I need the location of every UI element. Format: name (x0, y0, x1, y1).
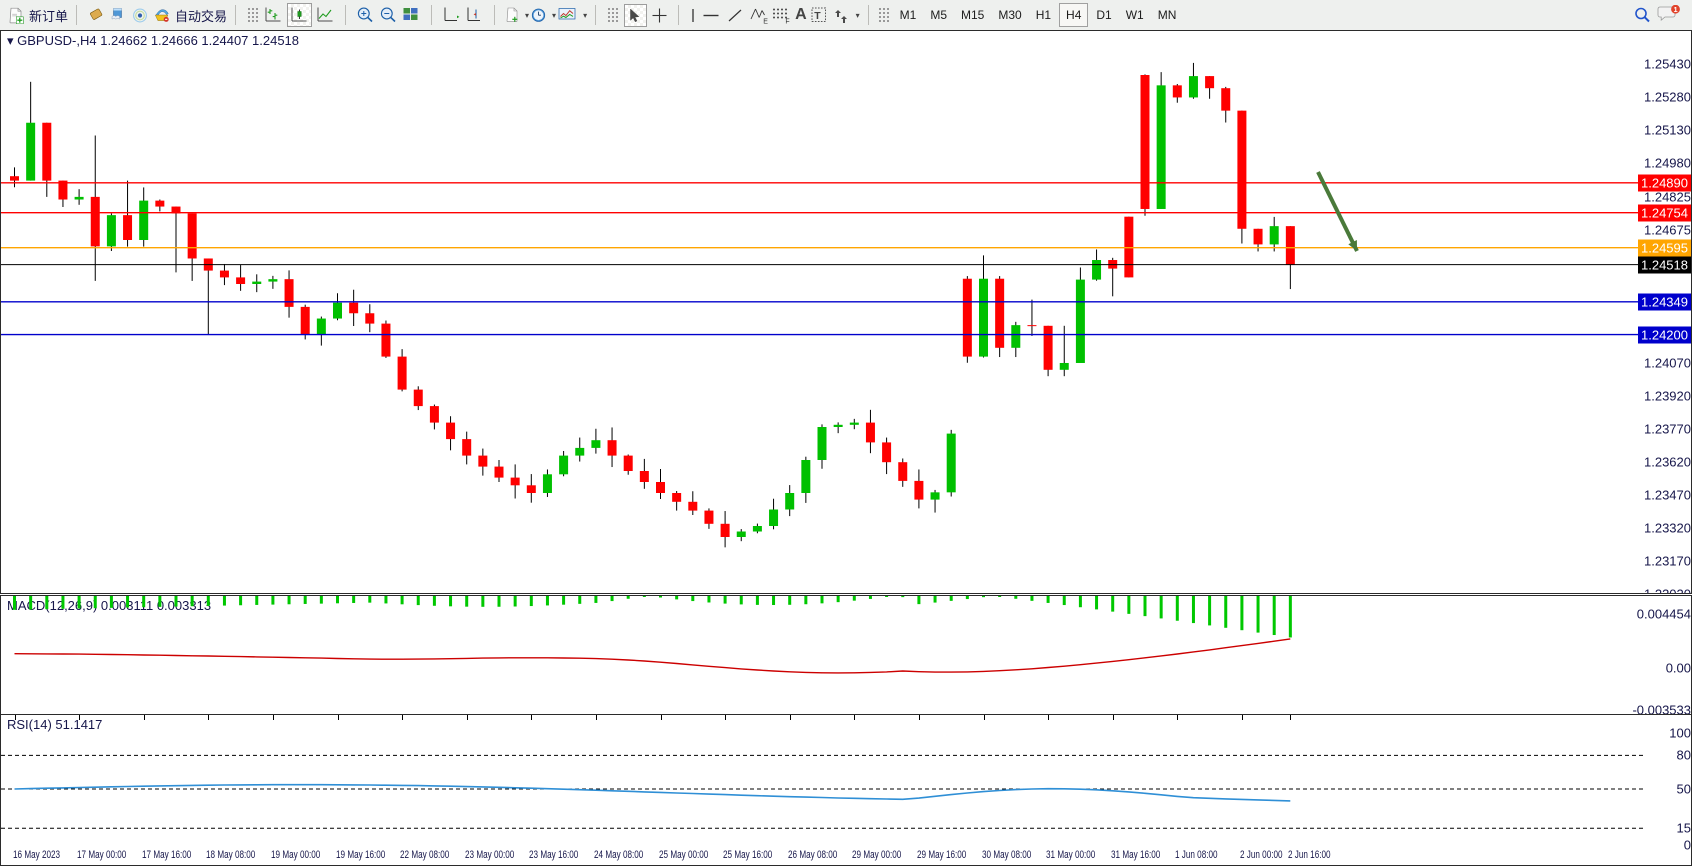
svg-text:T: T (814, 10, 821, 22)
svg-text:F: F (785, 18, 789, 24)
svg-text:1: 1 (1673, 5, 1677, 14)
svg-text:E: E (763, 18, 768, 24)
